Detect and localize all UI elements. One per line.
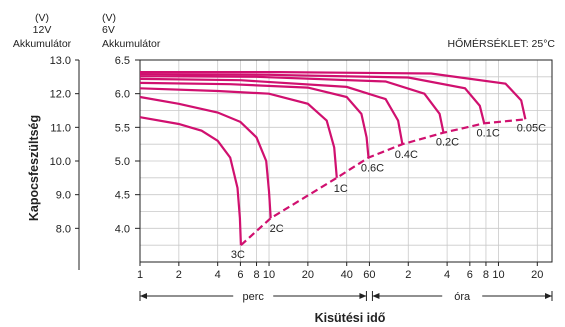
y12-tick-label: 10.0 — [50, 156, 71, 168]
series-lines — [139, 71, 527, 247]
x-tick-label: 40 — [341, 269, 353, 281]
x-tick-label: 10 — [263, 269, 275, 281]
range-arrow-head — [545, 293, 552, 299]
x-tick-label: 20 — [302, 269, 314, 281]
range-label: óra — [454, 291, 471, 303]
range-arrow-head — [372, 293, 380, 299]
series-line-1C — [139, 87, 338, 178]
series-label: 1C — [334, 183, 348, 195]
x-tick-label: 8 — [253, 269, 259, 281]
cutoff-line — [240, 118, 526, 247]
y6-tick-label: 5.0 — [115, 156, 130, 168]
y12-tick-label: 9.0 — [56, 190, 71, 202]
x-tick-label: 6 — [467, 269, 473, 281]
header-12v-name: Akkumulátor — [13, 38, 72, 50]
x-tick-label: 10 — [492, 269, 504, 281]
range-label: perc — [243, 291, 265, 303]
x-tick-label: 2 — [176, 269, 182, 281]
series-label: 3C — [231, 249, 245, 261]
x-tick-label: 1 — [137, 269, 143, 281]
header-6v-label: 6V — [102, 24, 115, 36]
y6-tick-label: 5.5 — [115, 122, 130, 134]
x-tick-label: 60 — [363, 269, 375, 281]
y12-tick-label: 8.0 — [56, 223, 71, 235]
header-6v-unit: (V) — [102, 12, 116, 24]
series-label: 2C — [270, 223, 284, 235]
x-tick-label: 2 — [405, 269, 411, 281]
tick-labels: 6.5 6.0 5.5 5.0 4.5 4.0 13.0 12.0 11.0 10.0 9.0 8.0… — [50, 55, 544, 281]
y12-tick-label: 13.0 — [50, 55, 71, 67]
series-label: 0.05C — [517, 122, 546, 134]
y6-tick-label: 6.5 — [115, 55, 130, 67]
x-tick-label: 20 — [531, 269, 543, 281]
y6-tick-label: 4.5 — [115, 190, 130, 202]
series-label: 0.2C — [436, 137, 459, 149]
x-tick-label: 6 — [237, 269, 243, 281]
series-line-3C — [139, 116, 242, 246]
range-arrow-head — [359, 293, 367, 299]
y12-tick-label: 12.0 — [50, 89, 71, 101]
header-6v-name: Akkumulátor — [102, 38, 161, 50]
series-line-0_05C — [140, 71, 527, 120]
series-label: 0.6C — [361, 163, 384, 175]
y-axis-title: Kapocsfeszültség — [27, 115, 41, 221]
x-tick-label: 4 — [215, 269, 221, 281]
y6-tick-label: 4.0 — [115, 223, 130, 235]
axes — [75, 59, 553, 270]
y6-tick-label: 6.0 — [115, 89, 130, 101]
x-tick-label: 4 — [444, 269, 450, 281]
temperature-label: HŐMÉRSÉKLET: 25°C — [448, 36, 556, 50]
series-label: 0.1C — [477, 127, 500, 139]
y12-tick-label: 11.0 — [50, 122, 71, 134]
header-12v-unit: (V) — [35, 12, 49, 24]
header-12v-label: 12V — [33, 24, 52, 36]
series-line-0_2C — [139, 75, 445, 133]
x-axis-title: Kisütési idő — [315, 311, 386, 325]
series-line-0_4C — [139, 77, 404, 145]
series-line-0_1C — [139, 73, 486, 124]
series-line-2C — [139, 95, 272, 219]
x-tick-label: 8 — [483, 269, 489, 281]
series-line-0_6C — [139, 81, 370, 158]
series-labels: 3C 2C 1C 0.6C 0.4C 0.2C 0.1C 0.05C — [231, 122, 546, 261]
series-label: 0.4C — [395, 149, 418, 161]
x-range-indicators: perc óra — [139, 291, 553, 303]
range-arrow-head — [140, 293, 147, 299]
